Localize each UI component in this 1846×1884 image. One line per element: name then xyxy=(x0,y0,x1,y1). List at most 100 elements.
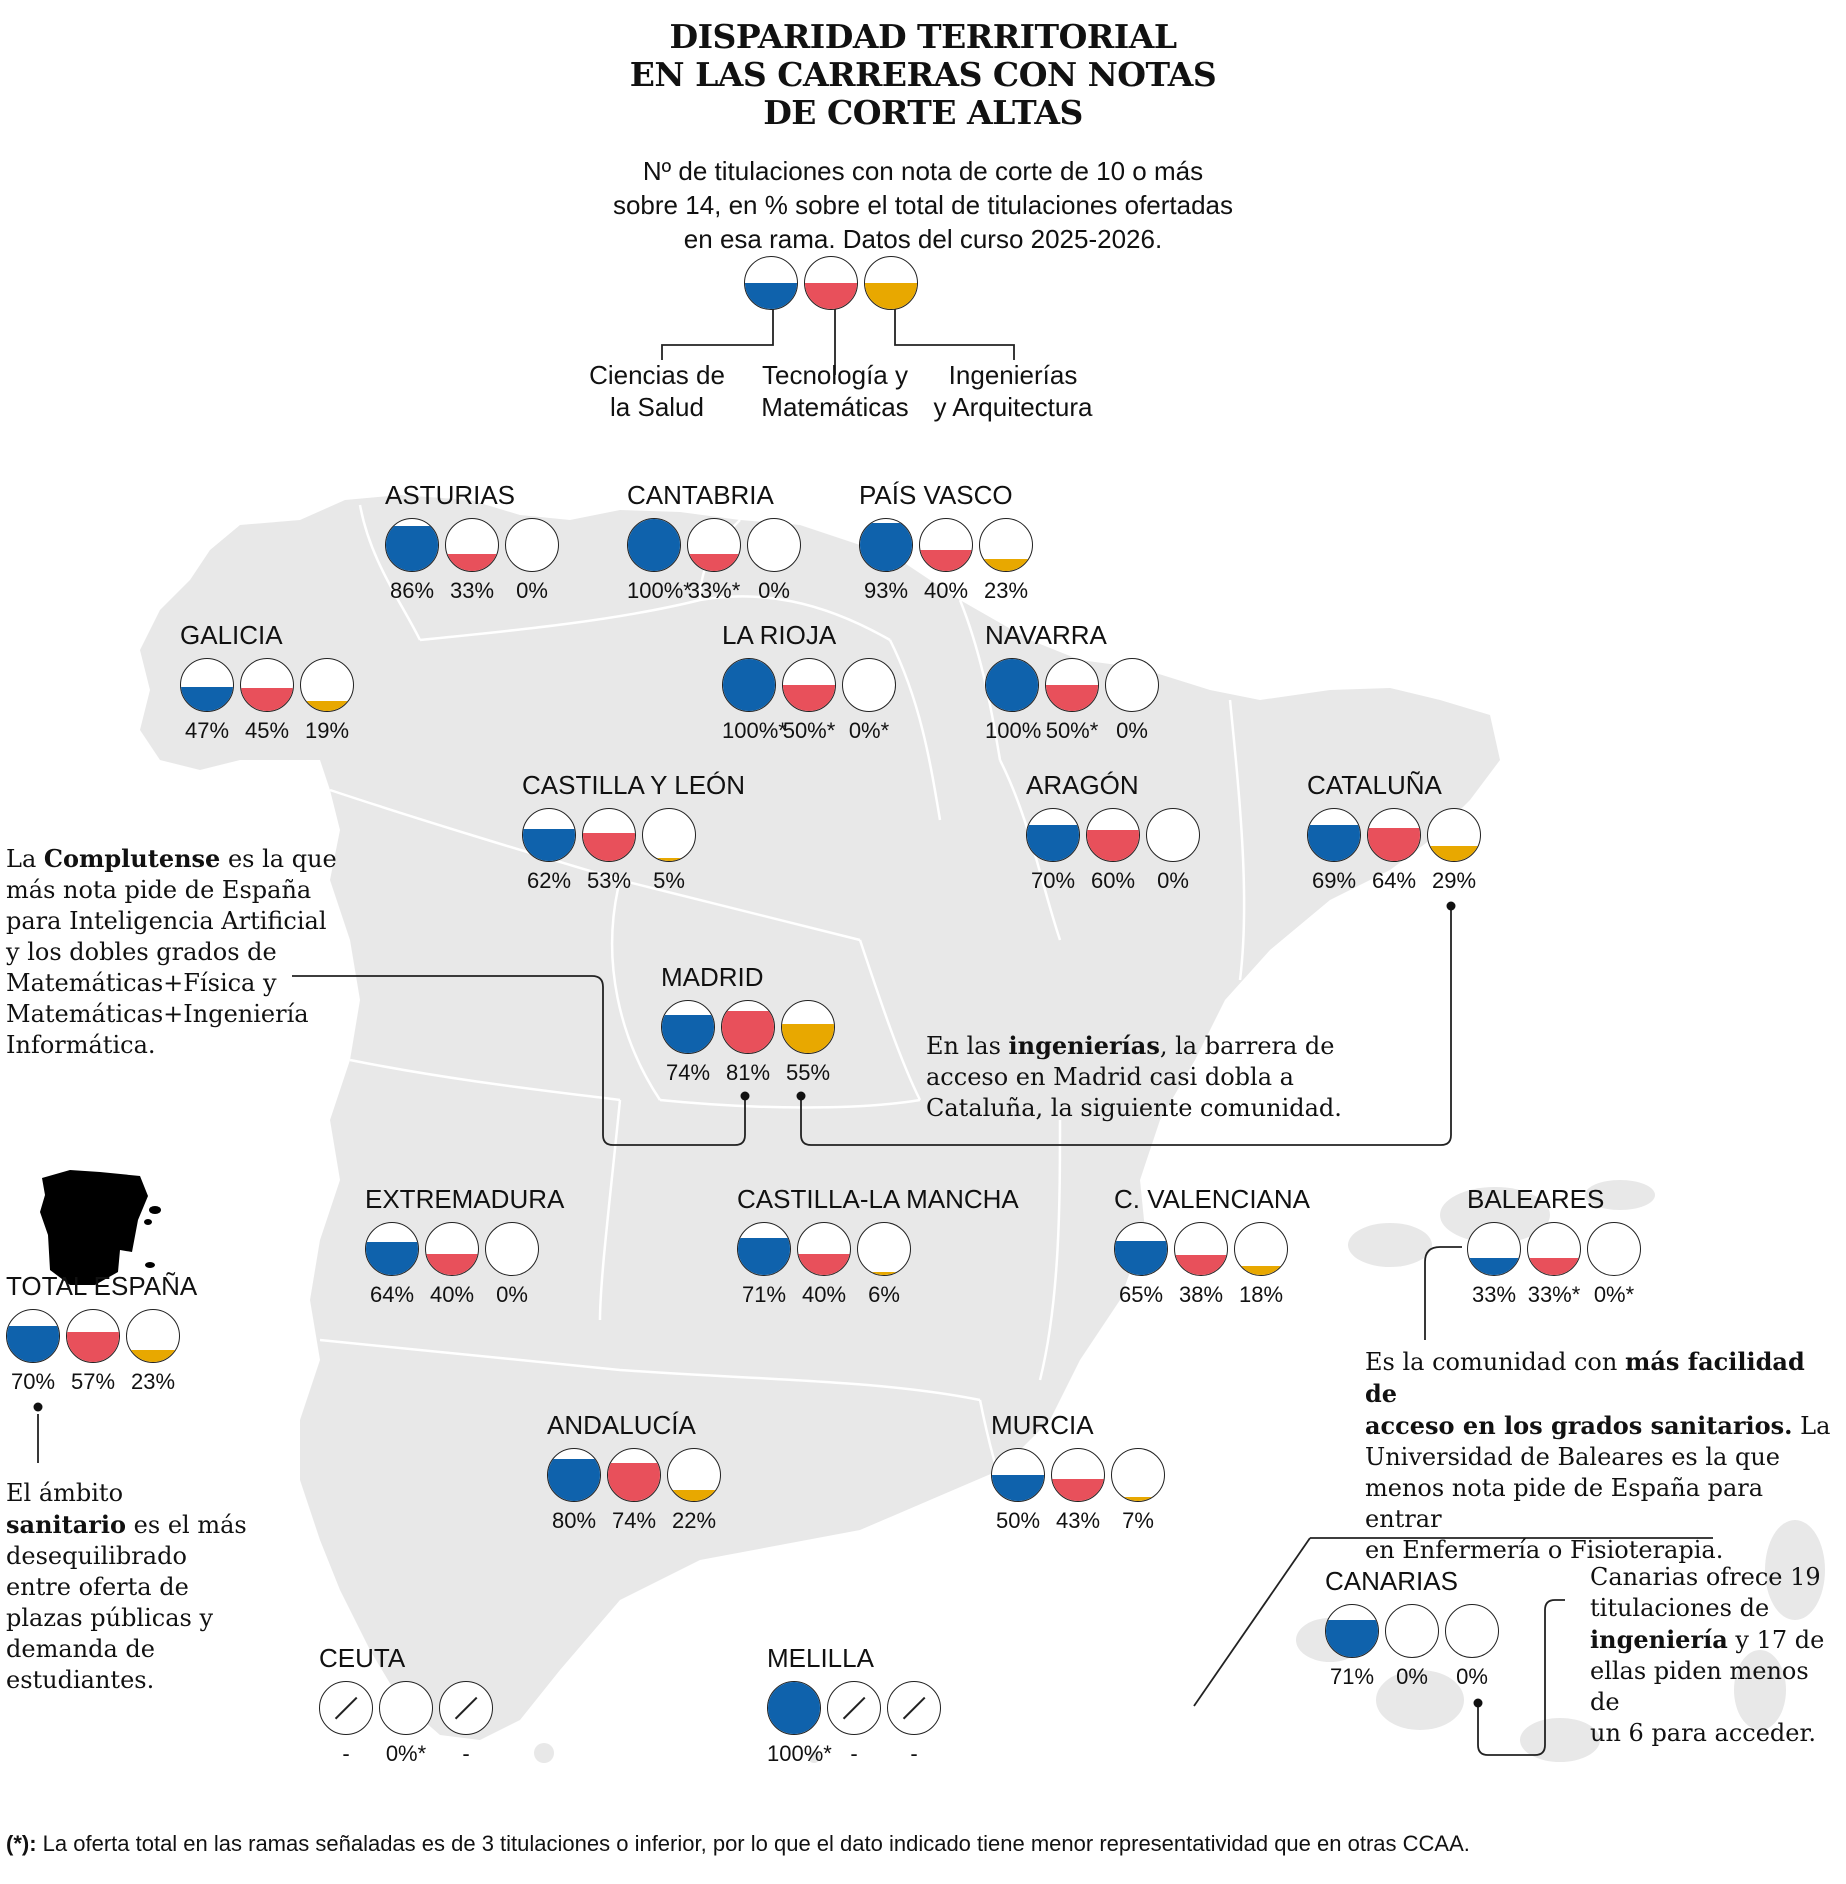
region-cantabria: CANTABRIA 100%* 33%* 0% xyxy=(627,480,801,604)
value-fill xyxy=(860,522,912,571)
value-fill xyxy=(241,687,293,711)
melilla-shape xyxy=(808,1751,820,1763)
value-fill xyxy=(1528,1257,1580,1275)
circle-salud xyxy=(547,1448,601,1502)
connector-lines xyxy=(37,308,1713,1756)
percent-labels: 86% 33% 0% xyxy=(385,578,559,604)
circle-salud xyxy=(991,1448,1045,1502)
circle-tecnologia xyxy=(721,1000,775,1054)
region-madrid: MADRID 74% 81% 55% xyxy=(661,962,835,1086)
value-fill xyxy=(662,1014,714,1053)
note-sanitario: El ámbito sanitario es el más desequilib… xyxy=(6,1479,247,1694)
region-castilla-y-leon: CASTILLA Y LEÓN 62% 53% 5% xyxy=(522,770,745,894)
percent-tecnologia: 0% xyxy=(1396,1664,1428,1689)
circle-tecnologia xyxy=(1086,808,1140,862)
footnote-mark: (*): xyxy=(6,1831,37,1856)
value-fill xyxy=(548,1459,600,1501)
region-navarra: NAVARRA 100% 50%* 0% xyxy=(985,620,1159,744)
legend-circles xyxy=(744,256,918,310)
value-fill xyxy=(127,1350,179,1362)
percent-ingenierias: 55% xyxy=(785,1060,831,1085)
circle-tecnologia xyxy=(1367,808,1421,862)
legend-circle-tecnologia xyxy=(804,256,858,310)
value-fill xyxy=(1326,1620,1378,1657)
percent-labels: 71% 40% 6% xyxy=(737,1282,1019,1308)
percent-salud: 71% xyxy=(1329,1664,1375,1689)
percent-tecnologia: 38% xyxy=(1178,1282,1224,1307)
circle-salud xyxy=(985,658,1039,712)
value-fill xyxy=(745,283,797,309)
circle-salud xyxy=(365,1222,419,1276)
value-fill xyxy=(768,1682,820,1734)
percent-ingenierias: - xyxy=(910,1741,918,1766)
value-fill xyxy=(1235,1265,1287,1275)
value-fill xyxy=(1428,845,1480,861)
percent-tecnologia: 43% xyxy=(1055,1508,1101,1533)
value-fill xyxy=(980,559,1032,571)
region-la-rioja: LA RIOJA 100%* 50%* 0%* xyxy=(722,620,896,744)
circle-salud xyxy=(661,1000,715,1054)
percent-labels: 71% 0% 0% xyxy=(1325,1664,1499,1690)
percent-salud: 33% xyxy=(1471,1282,1517,1307)
indicator-circles xyxy=(991,1448,1165,1502)
circle-salud xyxy=(180,658,234,712)
value-fill xyxy=(722,1010,774,1053)
region-name: EXTREMADURA xyxy=(365,1184,565,1214)
circle-ingenierias xyxy=(1587,1222,1641,1276)
percent-labels: 93% 40% 23% xyxy=(859,578,1033,604)
circle-tecnologia xyxy=(240,658,294,712)
note-ingenierias: En las ingenierías, la barrera de acceso… xyxy=(926,1031,1342,1122)
value-fill xyxy=(608,1462,660,1501)
circle-salud xyxy=(522,808,576,862)
region-melilla: MELILLA 100%* - - xyxy=(767,1643,941,1767)
circle-tecnologia xyxy=(582,808,636,862)
region-ceuta: CEUTA - 0%* - xyxy=(319,1643,493,1767)
percent-labels: 65% 38% 18% xyxy=(1114,1282,1310,1308)
percent-salud: 80% xyxy=(551,1508,597,1533)
region-pais-vasco: PAÍS VASCO 93% 40% 23% xyxy=(859,480,1033,604)
circle-ingenierias xyxy=(781,1000,835,1054)
value-fill xyxy=(798,1254,850,1275)
region-name: ANDALUCÍA xyxy=(547,1410,696,1440)
value-fill xyxy=(992,1475,1044,1501)
percent-ingenierias: - xyxy=(462,1741,470,1766)
value-fill xyxy=(181,686,233,711)
footnote: (*): La oferta total en las ramas señala… xyxy=(6,1830,1470,1858)
circle-ingenierias xyxy=(642,808,696,862)
percent-salud: 100%* xyxy=(722,718,787,743)
circle-salud xyxy=(6,1309,60,1363)
value-fill xyxy=(782,1024,834,1053)
percent-salud: 69% xyxy=(1311,868,1357,893)
not-available-mark xyxy=(902,1696,926,1720)
percent-ingenierias: 6% xyxy=(868,1282,900,1307)
indicator-circles xyxy=(365,1222,564,1276)
circle-salud xyxy=(319,1681,373,1735)
circle-ingenierias xyxy=(667,1448,721,1502)
circle-tecnologia xyxy=(919,518,973,572)
percent-tecnologia: 57% xyxy=(70,1369,116,1394)
value-fill xyxy=(301,701,353,711)
percent-ingenierias: 23% xyxy=(130,1369,176,1394)
not-available-mark xyxy=(334,1696,358,1720)
value-fill xyxy=(446,553,498,571)
percent-ingenierias: 19% xyxy=(304,718,350,743)
percent-salud: - xyxy=(342,1741,350,1766)
legend-label-tecnologia: Tecnología y Matemáticas xyxy=(761,360,909,422)
circle-ingenierias xyxy=(126,1309,180,1363)
indicator-circles xyxy=(547,1448,721,1502)
region-name: BALEARES xyxy=(1467,1184,1605,1214)
indicator-circles xyxy=(985,658,1159,712)
region-cataluna: CATALUÑA 69% 64% 29% xyxy=(1307,770,1481,894)
percent-salud: 74% xyxy=(665,1060,711,1085)
value-fill xyxy=(7,1325,59,1362)
region-name: CEUTA xyxy=(319,1643,406,1673)
value-fill xyxy=(688,553,740,571)
percent-tecnologia: 33%* xyxy=(1527,1282,1581,1307)
circle-ingenierias xyxy=(1146,808,1200,862)
peninsula-shape xyxy=(140,495,1500,1740)
indicator-circles xyxy=(767,1681,941,1735)
circle-salud xyxy=(722,658,776,712)
legend xyxy=(744,256,918,310)
percent-ingenierias: 0% xyxy=(1157,868,1189,893)
